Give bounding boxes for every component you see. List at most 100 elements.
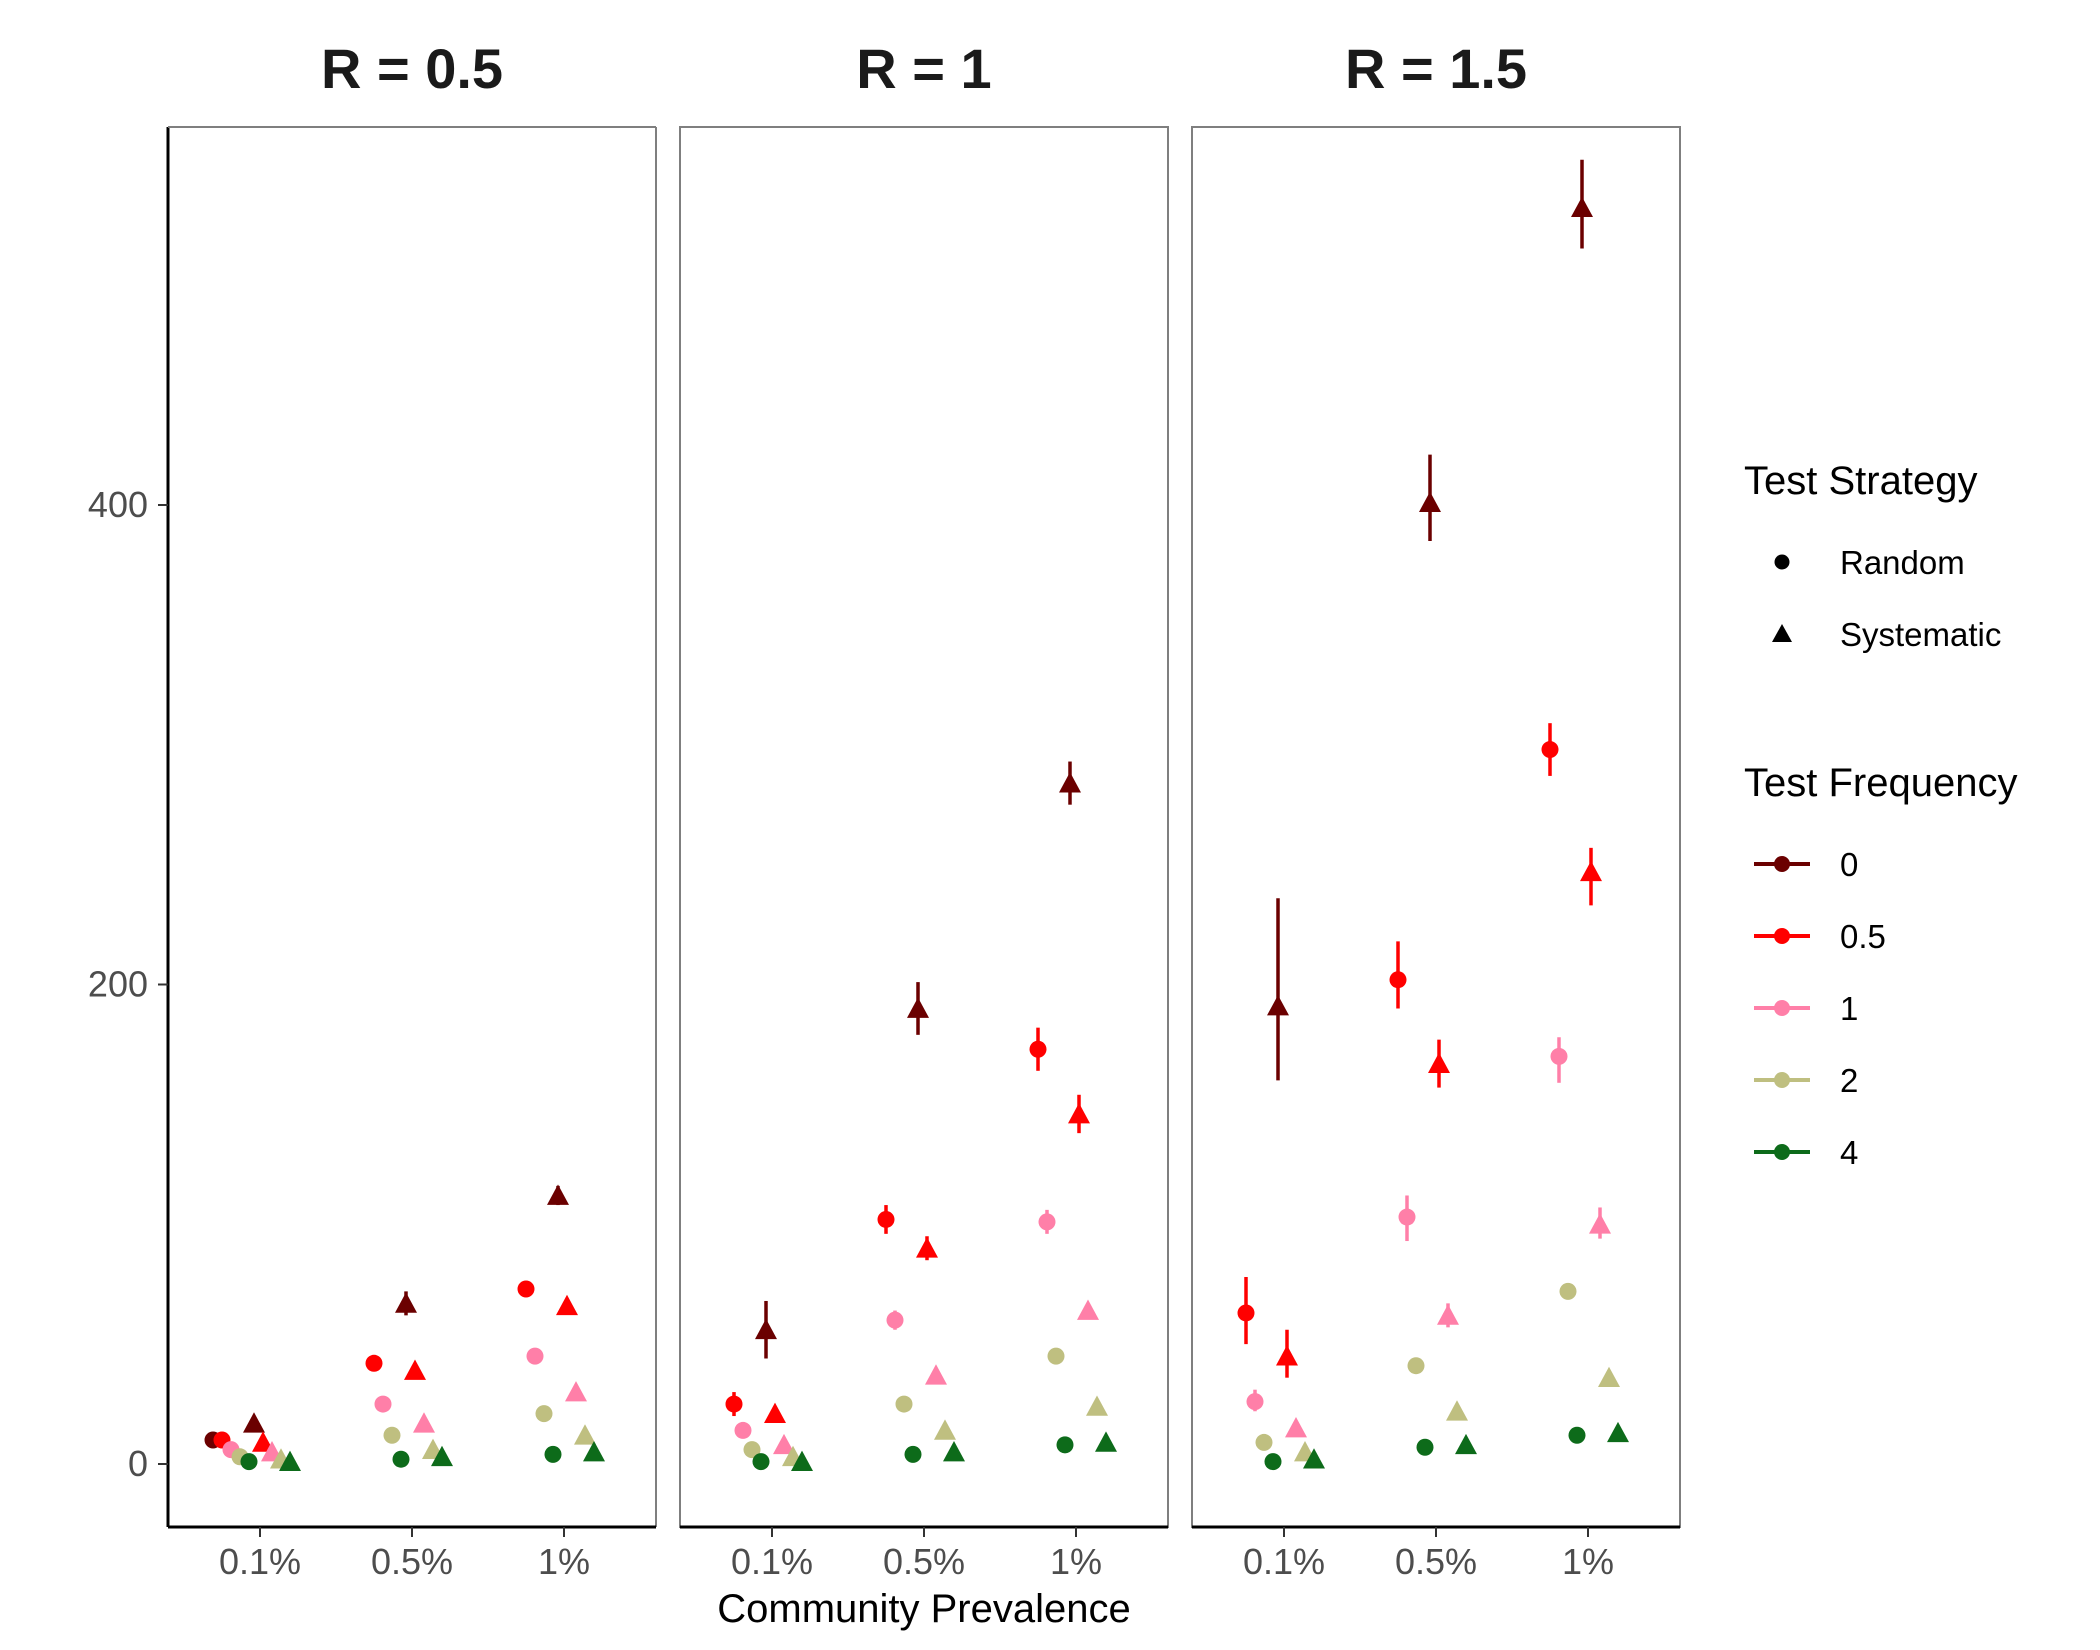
triangle-marker — [916, 1237, 938, 1258]
data-point — [1264, 1453, 1282, 1471]
data-point — [752, 1453, 770, 1471]
panel-title: R = 1.5 — [1345, 37, 1527, 100]
legend-frequency-label: 2 — [1840, 1062, 1858, 1099]
data-point — [1571, 159, 1593, 249]
data-point — [1541, 723, 1559, 776]
legend-frequency-title: Test Frequency — [1744, 761, 2017, 805]
data-point — [1029, 1027, 1047, 1071]
panel-2: R = 1 0.1% 0.5% 1% — [679, 37, 1169, 1582]
triangle-marker — [279, 1450, 301, 1471]
triangle-marker — [934, 1419, 956, 1440]
triangle-marker — [404, 1359, 426, 1380]
point-marker — [365, 1354, 383, 1372]
triangle-marker — [1589, 1213, 1611, 1234]
data-point — [1580, 847, 1602, 906]
triangle-marker — [252, 1431, 274, 1452]
legend-point-swatch — [1774, 856, 1790, 872]
point-marker — [743, 1441, 761, 1459]
triangle-marker — [431, 1445, 453, 1467]
data-point — [1550, 1037, 1568, 1083]
triangle-marker — [1303, 1448, 1325, 1469]
data-point — [252, 1431, 274, 1452]
legend-frequency-label: 1 — [1840, 990, 1858, 1027]
legend-frequency-item: 2 — [1754, 1062, 1858, 1099]
triangle-marker — [764, 1402, 786, 1424]
data-point — [431, 1445, 453, 1467]
data-point — [886, 1310, 904, 1330]
point-marker — [1568, 1426, 1586, 1444]
data-point — [556, 1294, 578, 1316]
data-point — [755, 1300, 777, 1359]
legend-frequency-label: 4 — [1840, 1134, 1858, 1171]
legend-point-swatch — [1774, 928, 1790, 944]
x-tick-label: 1% — [1050, 1541, 1102, 1582]
data-point — [279, 1450, 301, 1471]
data-point — [392, 1450, 410, 1468]
data-point — [374, 1395, 392, 1413]
data-point — [1047, 1347, 1065, 1365]
triangle-marker — [773, 1433, 795, 1455]
panel-3: R = 1.5 0.1% 0.5% 1% — [1191, 37, 1681, 1582]
panel-title: R = 1 — [856, 37, 991, 100]
point-marker — [1056, 1436, 1074, 1454]
data-point — [895, 1395, 913, 1413]
data-point — [943, 1441, 965, 1462]
data-point — [1255, 1433, 1273, 1451]
legend-frequency-item: 0 — [1754, 846, 1858, 883]
point-marker — [1246, 1393, 1264, 1411]
data-point — [904, 1445, 922, 1463]
x-tick-label: 0.5% — [1395, 1541, 1477, 1582]
triangle-marker — [556, 1294, 578, 1316]
triangle-marker — [574, 1424, 596, 1445]
data-point — [877, 1205, 895, 1234]
data-point — [1455, 1433, 1477, 1455]
data-point — [574, 1424, 596, 1445]
data-point — [743, 1441, 761, 1459]
triangle-marker — [1580, 860, 1602, 882]
point-marker — [1407, 1357, 1425, 1375]
triangle-marker — [395, 1292, 417, 1313]
triangle-marker — [1437, 1304, 1459, 1325]
data-point — [1068, 1094, 1090, 1134]
triangle-marker — [907, 997, 929, 1018]
triangle-marker — [1285, 1417, 1307, 1438]
data-point — [1267, 898, 1289, 1081]
data-point — [764, 1402, 786, 1424]
legend-point-swatch — [1774, 1072, 1790, 1088]
triangle-marker — [1059, 772, 1081, 793]
data-point — [773, 1433, 795, 1455]
data-point — [1077, 1299, 1099, 1320]
data-point — [1407, 1357, 1425, 1375]
point-marker — [904, 1445, 922, 1463]
y-tick-label: 0 — [128, 1443, 148, 1484]
data-point — [1589, 1207, 1611, 1239]
point-marker — [526, 1347, 544, 1365]
data-point — [240, 1453, 258, 1471]
triangle-marker — [413, 1412, 435, 1433]
data-point — [383, 1426, 401, 1444]
data-point — [1276, 1329, 1298, 1378]
data-point — [544, 1445, 562, 1463]
data-point — [1246, 1389, 1264, 1412]
x-tick-label: 1% — [1562, 1541, 1614, 1582]
point-marker — [895, 1395, 913, 1413]
data-point — [404, 1359, 426, 1380]
point-marker — [1541, 741, 1559, 759]
triangle-marker — [547, 1184, 569, 1205]
triangle-marker — [1455, 1433, 1477, 1455]
triangle-marker — [1446, 1400, 1468, 1421]
point-marker — [1416, 1438, 1434, 1456]
data-point — [725, 1392, 743, 1417]
data-point — [1416, 1438, 1434, 1456]
triangle-marker — [1276, 1345, 1298, 1366]
triangle-marker — [1598, 1366, 1620, 1388]
data-point — [1428, 1039, 1450, 1088]
triangle-marker — [1428, 1052, 1450, 1073]
legend-strategy-title: Test Strategy — [1744, 459, 1977, 503]
point-marker — [1398, 1208, 1416, 1226]
point-marker — [392, 1450, 410, 1468]
legend-strategy-item: Systematic — [1772, 616, 2001, 653]
legend-frequency-label: 0 — [1840, 846, 1858, 883]
